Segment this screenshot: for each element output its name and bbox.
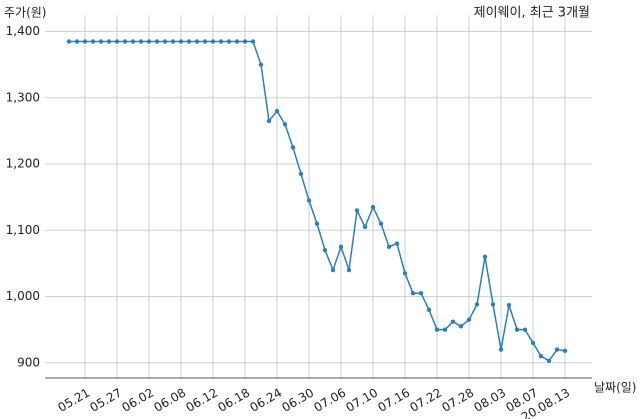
y-tick-label: 1,200 <box>6 157 40 171</box>
point <box>402 271 408 276</box>
point <box>378 221 384 226</box>
point <box>418 291 424 296</box>
point <box>482 254 488 259</box>
price-line <box>69 40 566 362</box>
point <box>346 267 352 273</box>
point <box>74 39 80 44</box>
point <box>410 291 416 296</box>
point <box>106 39 112 44</box>
y-tick-label: 1,400 <box>6 24 40 38</box>
point <box>474 302 480 307</box>
x-tick-label: 05.21 <box>55 386 92 415</box>
point <box>122 39 128 44</box>
x-tick-label: 06.18 <box>215 386 252 415</box>
point <box>282 122 288 127</box>
x-tick-label: 05.27 <box>87 386 124 415</box>
y-tick-label: 1,000 <box>6 289 40 303</box>
point <box>394 241 400 246</box>
point <box>450 319 456 324</box>
point <box>466 317 472 322</box>
point <box>330 267 336 273</box>
x-tick-label: 07.22 <box>407 386 444 415</box>
point <box>298 171 304 177</box>
point <box>314 221 320 226</box>
point <box>274 108 280 114</box>
x-axis-title: 날짜(일) <box>594 381 636 395</box>
x-tick-label: 06.02 <box>119 386 156 415</box>
point <box>194 39 200 44</box>
point <box>186 39 192 44</box>
point <box>338 244 344 250</box>
y-tick-label: 900 <box>17 355 40 369</box>
point <box>130 39 136 44</box>
point <box>562 348 568 354</box>
point <box>290 145 296 150</box>
point <box>178 39 184 44</box>
point <box>306 198 312 203</box>
point <box>522 327 528 332</box>
point <box>82 39 88 44</box>
point <box>234 39 240 44</box>
point <box>146 39 152 44</box>
point <box>226 39 232 44</box>
x-tick-label: 07.16 <box>375 386 412 415</box>
y-tick-label: 1,300 <box>6 90 40 104</box>
x-tick-label: 07.06 <box>311 386 348 415</box>
point <box>138 39 144 44</box>
point <box>530 340 536 346</box>
point <box>362 224 368 230</box>
point <box>250 39 256 44</box>
x-tick-label: 06.12 <box>183 386 220 415</box>
point <box>354 208 360 213</box>
point <box>210 39 216 44</box>
point <box>154 39 160 44</box>
point <box>498 347 504 352</box>
point <box>98 39 104 44</box>
point <box>458 324 464 329</box>
point <box>202 39 208 44</box>
point <box>218 39 224 44</box>
point <box>162 39 168 44</box>
point <box>66 39 72 44</box>
point <box>242 39 248 44</box>
point <box>258 62 264 67</box>
point <box>370 204 376 210</box>
point <box>386 244 392 250</box>
point <box>426 307 432 312</box>
point <box>114 39 120 44</box>
point <box>434 327 440 332</box>
x-tick-label: 07.10 <box>343 386 380 415</box>
x-tick-label: 06.24 <box>247 386 284 415</box>
chart-title: 제이웨이, 최근 3개월 <box>474 6 590 21</box>
x-tick-label: 07.28 <box>439 386 476 415</box>
point <box>514 327 520 332</box>
y-axis-title: 주가(원) <box>4 6 46 20</box>
point <box>90 39 96 44</box>
point <box>322 247 328 253</box>
point <box>554 347 560 352</box>
point <box>170 39 176 44</box>
y-tick-label: 1,100 <box>6 223 40 237</box>
x-tick-label: 06.08 <box>151 386 188 415</box>
point <box>506 302 512 308</box>
point <box>442 327 448 332</box>
x-tick-label: 08.03 <box>471 386 508 415</box>
point <box>538 353 544 359</box>
point <box>266 118 272 124</box>
point <box>490 302 496 307</box>
point <box>546 358 552 363</box>
x-tick-label: 06.30 <box>279 386 316 415</box>
